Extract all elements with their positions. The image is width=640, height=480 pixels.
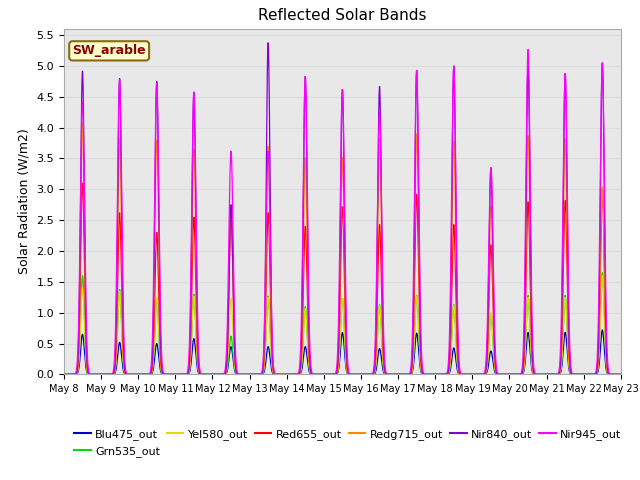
Nir840_out (157, 337, 164, 343)
Nir840_out (264, 40, 272, 46)
Red655_out (157, 358, 164, 364)
Nir945_out (60, 372, 68, 377)
Yel580_out (274, 372, 282, 377)
Nir840_out (60, 372, 68, 377)
Nir840_out (606, 372, 614, 377)
Red655_out (546, 372, 554, 377)
Blu475_out (598, 327, 606, 333)
Nir945_out (124, 372, 131, 377)
Blu475_out (606, 372, 614, 377)
Blu475_out (60, 372, 68, 377)
Red655_out (274, 372, 282, 377)
Yel580_out (617, 372, 625, 377)
Blu475_out (546, 372, 554, 377)
Line: Yel580_out: Yel580_out (64, 276, 621, 374)
Grn535_out (617, 372, 625, 377)
Redg715_out (79, 120, 86, 126)
Red655_out (617, 372, 625, 377)
Yel580_out (157, 362, 164, 368)
Nir840_out (274, 372, 282, 377)
Line: Grn535_out: Grn535_out (64, 273, 621, 374)
Yel580_out (124, 372, 131, 377)
Redg715_out (274, 372, 282, 377)
Grn535_out (157, 362, 164, 368)
Line: Blu475_out: Blu475_out (64, 330, 621, 374)
Blu475_out (298, 368, 305, 373)
Grn535_out (598, 270, 606, 276)
Redg715_out (606, 372, 614, 377)
Nir945_out (546, 372, 554, 377)
Blu475_out (157, 368, 164, 373)
Line: Red655_out: Red655_out (64, 183, 621, 374)
Grn535_out (60, 372, 68, 377)
Red655_out (79, 180, 86, 186)
Nir945_out (617, 372, 625, 377)
Nir945_out (157, 312, 164, 318)
Red655_out (60, 372, 68, 377)
Grn535_out (274, 372, 282, 377)
Nir945_out (274, 372, 282, 377)
Red655_out (606, 372, 614, 377)
Nir945_out (606, 371, 614, 377)
Redg715_out (60, 372, 68, 377)
Yel580_out (598, 273, 606, 279)
Redg715_out (546, 372, 554, 377)
Nir840_out (124, 372, 131, 377)
Legend: Blu475_out, Grn535_out, Yel580_out, Red655_out, Redg715_out, Nir840_out, Nir945_: Blu475_out, Grn535_out, Yel580_out, Red6… (70, 425, 626, 461)
Red655_out (298, 345, 306, 351)
Grn535_out (124, 372, 131, 377)
Blu475_out (617, 372, 625, 377)
Yel580_out (298, 362, 305, 368)
Line: Redg715_out: Redg715_out (64, 123, 621, 374)
Yel580_out (606, 372, 614, 377)
Line: Nir945_out: Nir945_out (64, 49, 621, 374)
Redg715_out (298, 333, 306, 339)
Title: Reflected Solar Bands: Reflected Solar Bands (258, 9, 427, 24)
Yel580_out (546, 372, 554, 377)
Blu475_out (274, 372, 282, 377)
Nir840_out (298, 319, 306, 324)
Text: SW_arable: SW_arable (72, 44, 146, 57)
Grn535_out (606, 372, 614, 377)
Y-axis label: Solar Radiation (W/m2): Solar Radiation (W/m2) (18, 129, 31, 275)
Redg715_out (124, 372, 132, 377)
Nir945_out (298, 301, 305, 307)
Nir945_out (524, 47, 532, 52)
Red655_out (124, 372, 132, 377)
Nir840_out (546, 372, 554, 377)
Redg715_out (157, 349, 164, 355)
Blu475_out (124, 372, 131, 377)
Grn535_out (546, 372, 554, 377)
Nir840_out (617, 372, 625, 377)
Grn535_out (298, 361, 305, 367)
Line: Nir840_out: Nir840_out (64, 43, 621, 374)
Redg715_out (617, 372, 625, 377)
Yel580_out (60, 372, 68, 377)
